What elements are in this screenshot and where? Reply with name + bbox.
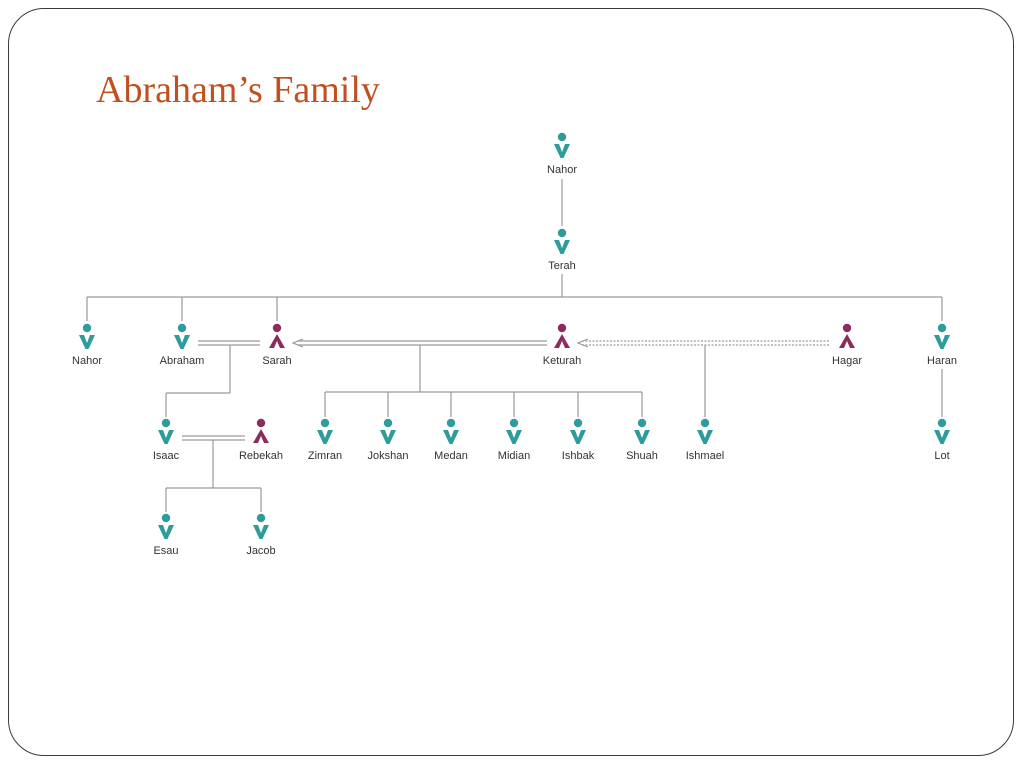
person-keturah: Keturah	[543, 323, 582, 367]
male-icon-head	[557, 132, 567, 142]
female-icon	[269, 334, 285, 348]
person-name: Rebekah	[239, 450, 283, 462]
male-icon	[506, 430, 522, 444]
person-abraham: Abraham	[160, 323, 205, 367]
person-zimran: Zimran	[308, 418, 342, 462]
male-icon-head	[637, 418, 647, 428]
male-icon-head	[446, 418, 456, 428]
person-terah: Terah	[548, 228, 576, 272]
person-hagar: Hagar	[832, 323, 862, 367]
person-name: Isaac	[153, 450, 180, 462]
person-nodes: Nahor Terah Nahor Abraham Sarah Keturah Hagar H…	[72, 132, 957, 557]
person-lot: Lot	[934, 418, 950, 462]
person-name: Jacob	[246, 545, 275, 557]
person-name: Jokshan	[368, 450, 409, 462]
person-name: Keturah	[543, 355, 582, 367]
arrow-head	[576, 338, 589, 348]
male-icon-head	[573, 418, 583, 428]
male-icon	[934, 335, 950, 349]
person-rebekah: Rebekah	[239, 418, 283, 462]
male-icon	[317, 430, 333, 444]
female-icon-head	[557, 323, 567, 333]
female-icon	[253, 429, 269, 443]
male-icon	[934, 430, 950, 444]
male-icon-head	[557, 228, 567, 238]
person-name: Ishmael	[686, 450, 725, 462]
male-icon-head	[161, 418, 171, 428]
male-icon	[554, 240, 570, 254]
female-icon-head	[256, 418, 266, 428]
male-icon	[697, 430, 713, 444]
person-name: Ishbak	[562, 450, 595, 462]
male-icon-head	[509, 418, 519, 428]
male-icon	[570, 430, 586, 444]
arrow-head	[291, 338, 304, 348]
male-icon	[380, 430, 396, 444]
male-icon-head	[320, 418, 330, 428]
male-icon	[174, 335, 190, 349]
person-medan: Medan	[434, 418, 468, 462]
person-midian: Midian	[498, 418, 530, 462]
person-name: Zimran	[308, 450, 342, 462]
male-icon	[79, 335, 95, 349]
person-sarah: Sarah	[262, 323, 292, 367]
person-nahor_gf: Nahor	[547, 132, 577, 176]
person-name: Lot	[934, 450, 949, 462]
person-haran: Haran	[927, 323, 957, 367]
person-name: Hagar	[832, 355, 862, 367]
male-icon-head	[177, 323, 187, 333]
male-icon	[158, 430, 174, 444]
tree-connectors	[86, 179, 943, 512]
person-jokshan: Jokshan	[368, 418, 409, 462]
male-icon	[634, 430, 650, 444]
male-icon-head	[161, 513, 171, 523]
male-icon-head	[700, 418, 710, 428]
person-nahor: Nahor	[72, 323, 102, 367]
male-icon	[253, 525, 269, 539]
person-name: Shuah	[626, 450, 658, 462]
person-ishbak: Ishbak	[562, 418, 595, 462]
person-name: Medan	[434, 450, 468, 462]
person-jacob: Jacob	[246, 513, 276, 557]
male-icon-head	[256, 513, 266, 523]
female-icon	[554, 334, 570, 348]
female-icon	[839, 334, 855, 348]
person-ishmael: Ishmael	[686, 418, 725, 462]
female-icon-head	[842, 323, 852, 333]
person-shuah: Shuah	[626, 418, 658, 462]
male-icon	[158, 525, 174, 539]
female-icon-head	[272, 323, 282, 333]
person-name: Esau	[153, 545, 178, 557]
person-name: Nahor	[72, 355, 102, 367]
male-icon-head	[82, 323, 92, 333]
slide-title: Abraham’s Family	[96, 69, 380, 111]
person-esau: Esau	[153, 513, 179, 557]
male-icon-head	[937, 323, 947, 333]
male-icon	[443, 430, 459, 444]
person-name: Haran	[927, 355, 957, 367]
male-icon	[554, 144, 570, 158]
male-icon-head	[937, 418, 947, 428]
person-name: Abraham	[160, 355, 205, 367]
person-name: Sarah	[262, 355, 291, 367]
person-isaac: Isaac	[153, 418, 180, 462]
male-icon-head	[383, 418, 393, 428]
slide-frame	[8, 8, 1014, 756]
person-name: Terah	[548, 260, 576, 272]
person-name: Midian	[498, 450, 530, 462]
person-name: Nahor	[547, 164, 577, 176]
